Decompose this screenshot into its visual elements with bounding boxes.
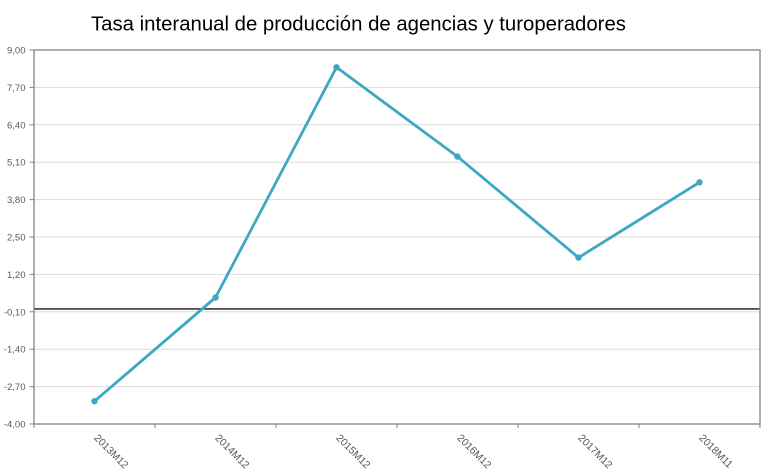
svg-text:Tasa interanual de producción: Tasa interanual de producción de agencia… — [91, 13, 626, 35]
svg-text:6,40: 6,40 — [7, 120, 26, 131]
svg-text:9,00: 9,00 — [7, 46, 26, 57]
svg-text:7,70: 7,70 — [7, 83, 26, 94]
svg-text:5,10: 5,10 — [7, 158, 26, 169]
svg-text:-1,40: -1,40 — [4, 345, 26, 356]
svg-text:-4,00: -4,00 — [4, 420, 26, 431]
svg-text:-2,70: -2,70 — [4, 382, 26, 393]
svg-text:2,50: 2,50 — [7, 233, 26, 244]
svg-text:3,80: 3,80 — [7, 195, 26, 206]
svg-text:1,20: 1,20 — [7, 270, 26, 281]
svg-text:-0,10: -0,10 — [4, 307, 26, 318]
